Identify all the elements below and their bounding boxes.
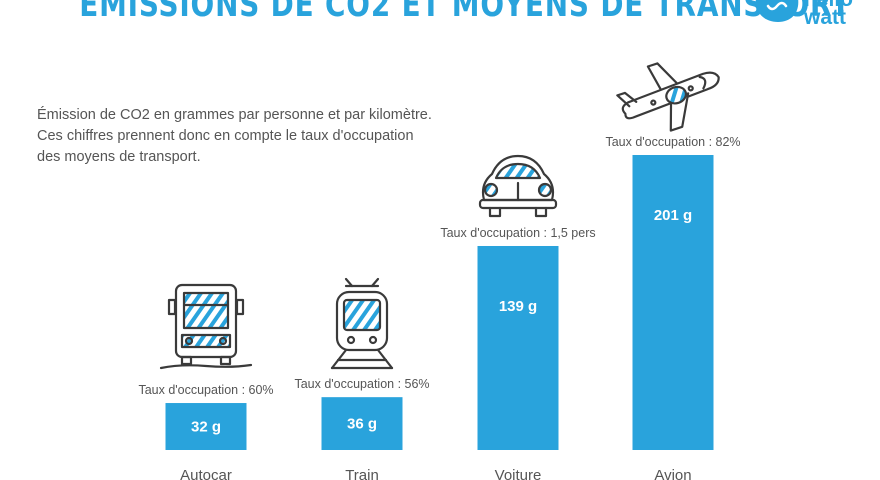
bar-avion (632, 155, 714, 450)
logo-text-line2: watt (804, 6, 846, 29)
description-line: Émission de CO2 en grammes par personne … (37, 107, 432, 123)
bar-autocar (165, 403, 247, 450)
data-label: 32 g (191, 419, 221, 436)
train-icon (330, 277, 394, 370)
bar-train (321, 397, 403, 450)
occupancy-annotation: Taux d'occupation : 82% (605, 135, 740, 149)
category-label: Train (345, 467, 379, 480)
category-label: Autocar (180, 467, 232, 480)
occupancy-annotation: Taux d'occupation : 56% (294, 377, 429, 391)
category-label: Voiture (495, 467, 542, 480)
car-icon (478, 154, 558, 218)
occupancy-annotation: Taux d'occupation : 1,5 pers (440, 226, 595, 240)
description-line: des moyens de transport. (37, 149, 201, 165)
airplane-icon (616, 62, 720, 132)
data-label: 139 g (499, 298, 537, 315)
bus-icon (159, 283, 253, 370)
page-title: ÉMISSIONS DE CO2 ET MOYENS DE TRANSPORT (79, 0, 851, 25)
bar-voiture (477, 245, 559, 450)
category-label: Avion (654, 467, 691, 480)
occupancy-annotation: Taux d'occupation : 60% (138, 383, 273, 397)
lightbulb-logo-icon (755, 0, 799, 22)
description-line: Ces chiffres prennent donc en compte le … (37, 128, 414, 144)
data-label: 201 g (654, 207, 692, 224)
chart-description: Émission de CO2 en grammes par personne … (37, 105, 497, 168)
data-label: 36 g (347, 416, 377, 433)
logo-text-line1: hello (804, 0, 853, 10)
